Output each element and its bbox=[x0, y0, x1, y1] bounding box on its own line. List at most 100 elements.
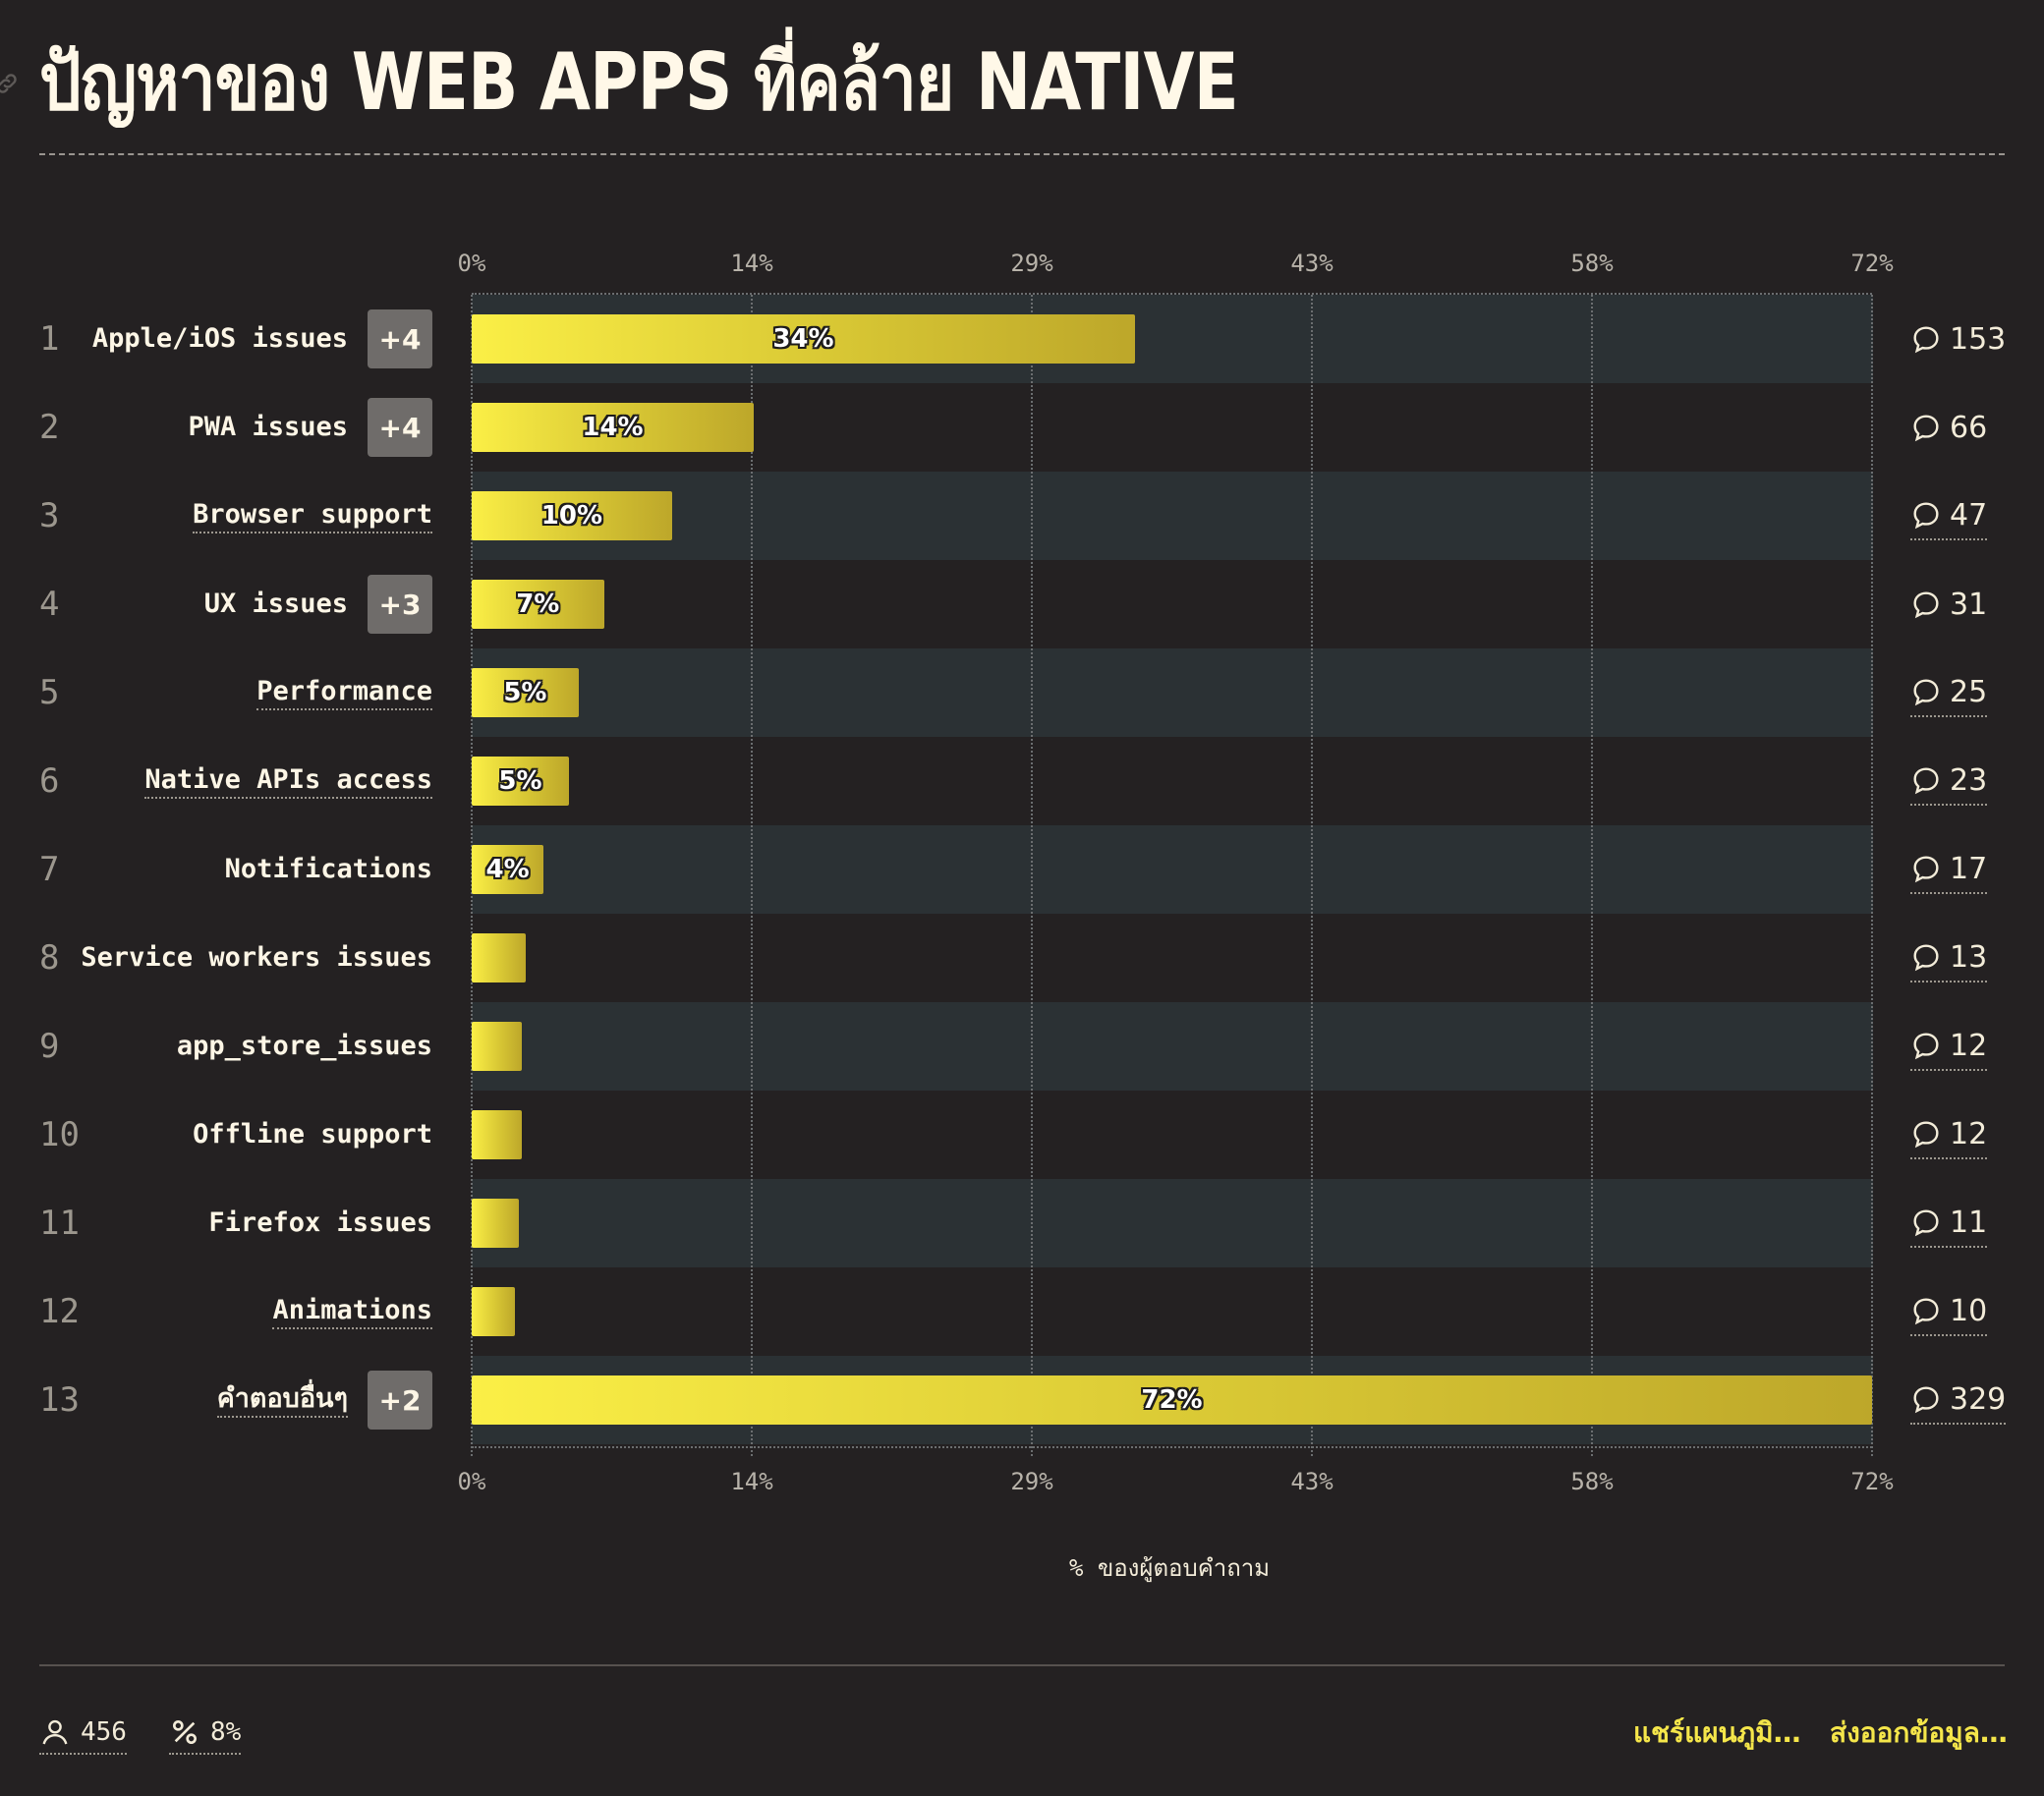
x-axis-rule-bottom bbox=[472, 1446, 1872, 1448]
respondents-count: 456 bbox=[81, 1717, 127, 1747]
footer-divider bbox=[39, 1664, 2005, 1666]
x-tick-label-bottom: 43% bbox=[1290, 1468, 1334, 1495]
bar-value-label: 10% bbox=[540, 501, 603, 531]
row-label-group[interactable]: PWA issues +4 bbox=[188, 398, 432, 457]
bar[interactable] bbox=[472, 491, 672, 540]
category-label[interactable]: คำตอบอื่นๆ bbox=[216, 1382, 348, 1418]
bar[interactable] bbox=[472, 314, 1135, 364]
row-label-group[interactable]: UX issues +3 bbox=[204, 575, 432, 634]
comment-count-value: 12 bbox=[1950, 1028, 1988, 1063]
row-label-group[interactable]: Service workers issues bbox=[81, 928, 432, 987]
bar[interactable] bbox=[472, 1287, 515, 1336]
comment-icon bbox=[1913, 1209, 1939, 1237]
link-icon[interactable] bbox=[0, 71, 20, 96]
row-label-group[interactable]: app_store_issues bbox=[177, 1017, 432, 1076]
row-band bbox=[472, 472, 1873, 560]
comment-count[interactable]: 329 bbox=[1910, 1375, 2007, 1425]
share-chart-link[interactable]: แชร์แผนภูมิ… bbox=[1633, 1716, 1801, 1749]
comment-count[interactable]: 12 bbox=[1910, 1022, 1988, 1071]
category-label: Offline support bbox=[193, 1119, 432, 1150]
bar-value-label: 5% bbox=[503, 678, 547, 707]
bar[interactable] bbox=[472, 845, 544, 894]
comment-icon bbox=[1913, 767, 1939, 795]
row-label-group[interactable]: Firefox issues bbox=[208, 1194, 432, 1253]
x-tick-label-top: 29% bbox=[1010, 250, 1053, 277]
comment-count-value: 329 bbox=[1950, 1381, 2007, 1417]
comment-count[interactable]: 66 bbox=[1910, 403, 1987, 452]
more-answers-badge[interactable]: +4 bbox=[368, 309, 432, 368]
bar-chart: 0% 0% 14% 14% 29% 29% 43% 43% 58% 58% 72% 72% 1 Apple… bbox=[39, 250, 2007, 1495]
row-band bbox=[472, 825, 1873, 914]
bar[interactable] bbox=[472, 580, 604, 629]
comment-count-value: 13 bbox=[1950, 939, 1988, 975]
comment-count-value: 17 bbox=[1950, 851, 1988, 886]
percent-stat[interactable]: 8% bbox=[169, 1712, 242, 1755]
row-rank: 3 bbox=[39, 496, 60, 535]
x-tick-label-top: 43% bbox=[1290, 250, 1334, 277]
row-rank: 6 bbox=[39, 761, 60, 801]
comment-count[interactable]: 25 bbox=[1910, 668, 1988, 717]
comment-icon bbox=[1913, 502, 1939, 530]
title-divider bbox=[39, 153, 2005, 155]
comment-count[interactable]: 10 bbox=[1910, 1287, 1988, 1336]
category-label: Firefox issues bbox=[208, 1207, 432, 1238]
x-tick-label-bottom: 14% bbox=[730, 1468, 773, 1495]
comment-count[interactable]: 17 bbox=[1910, 845, 1988, 894]
row-label-group[interactable]: Browser support bbox=[193, 486, 432, 545]
comment-count[interactable]: 11 bbox=[1910, 1199, 1988, 1248]
bar[interactable] bbox=[472, 1022, 523, 1071]
x-tick-label-top: 72% bbox=[1850, 250, 1894, 277]
bar[interactable] bbox=[472, 1375, 1872, 1425]
comment-icon bbox=[1913, 856, 1939, 883]
category-label: app_store_issues bbox=[176, 1031, 432, 1061]
more-answers-badge[interactable]: +2 bbox=[368, 1371, 432, 1430]
comment-icon bbox=[1913, 944, 1939, 972]
row-rank: 2 bbox=[39, 408, 60, 447]
comment-count[interactable]: 47 bbox=[1910, 491, 1988, 540]
row-label-group[interactable]: Offline support bbox=[193, 1105, 432, 1164]
comment-count-value: 31 bbox=[1950, 587, 1988, 622]
row-label-group[interactable]: Animations bbox=[272, 1282, 432, 1341]
comment-count-value: 12 bbox=[1950, 1116, 1988, 1151]
row-rank: 1 bbox=[39, 319, 60, 359]
comment-count[interactable]: 153 bbox=[1910, 314, 2006, 364]
bar[interactable] bbox=[472, 403, 754, 452]
comment-count[interactable]: 13 bbox=[1910, 933, 1988, 982]
user-icon bbox=[42, 1719, 68, 1745]
x-tick-label-bottom: 0% bbox=[457, 1468, 486, 1495]
comment-count-value: 153 bbox=[1950, 321, 2007, 357]
comment-count[interactable]: 23 bbox=[1910, 757, 1988, 806]
export-data-link[interactable]: ส่งออกข้อมูล… bbox=[1830, 1716, 2008, 1749]
comment-icon bbox=[1913, 1033, 1939, 1060]
row-rank: 13 bbox=[39, 1380, 80, 1420]
row-label-group[interactable]: คำตอบอื่นๆ +2 bbox=[216, 1371, 432, 1430]
gridline bbox=[1871, 295, 1873, 1456]
x-tick-label-top: 58% bbox=[1570, 250, 1614, 277]
bar[interactable] bbox=[472, 757, 569, 806]
comment-count[interactable]: 12 bbox=[1910, 1110, 1988, 1159]
bar[interactable] bbox=[472, 668, 579, 717]
more-answers-badge[interactable]: +3 bbox=[368, 575, 432, 634]
comment-count-value: 23 bbox=[1950, 762, 1988, 798]
category-label[interactable]: Animations bbox=[272, 1294, 432, 1329]
row-label-group[interactable]: Native APIs access bbox=[144, 752, 432, 811]
more-answers-badge[interactable]: +4 bbox=[368, 398, 432, 457]
chart-title: ปัญหาของ WEB APPS ที่คล้าย NATIVE bbox=[39, 36, 1239, 128]
comment-icon bbox=[1913, 1298, 1939, 1325]
bar[interactable] bbox=[472, 1199, 519, 1248]
category-label[interactable]: Browser support bbox=[193, 498, 432, 533]
row-rank: 8 bbox=[39, 938, 60, 978]
row-label-group[interactable]: Notifications bbox=[225, 840, 432, 899]
row-rank: 5 bbox=[39, 673, 60, 712]
bar[interactable] bbox=[472, 1110, 523, 1159]
row-label-group[interactable]: Performance bbox=[256, 663, 432, 722]
comment-icon bbox=[1913, 679, 1939, 706]
row-label-group[interactable]: Apple/iOS issues +4 bbox=[92, 309, 432, 368]
bar-value-label: 5% bbox=[498, 766, 542, 796]
category-label[interactable]: Performance bbox=[256, 675, 432, 710]
bar[interactable] bbox=[472, 933, 527, 982]
respondents-stat[interactable]: 456 bbox=[39, 1712, 127, 1755]
comment-count[interactable]: 31 bbox=[1910, 580, 1987, 629]
category-label[interactable]: Native APIs access bbox=[144, 763, 432, 799]
